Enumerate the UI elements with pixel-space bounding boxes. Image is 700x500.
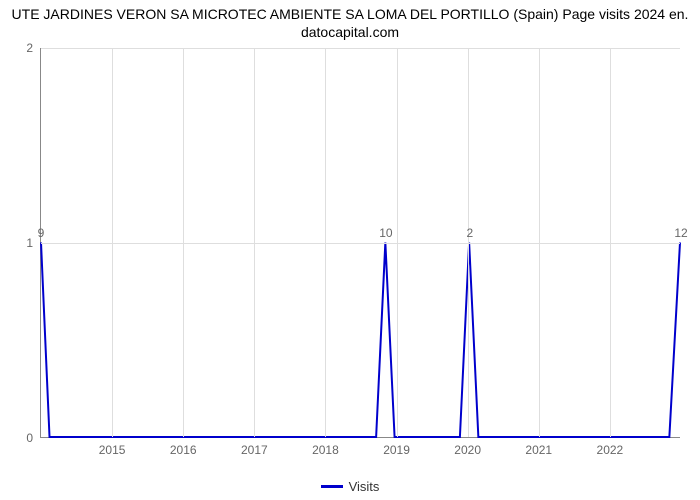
x-tick-label: 2021	[525, 437, 552, 457]
x-tick-label: 2016	[170, 437, 197, 457]
chart-title-line1: UTE JARDINES VERON SA MICROTEC AMBIENTE …	[12, 6, 689, 22]
x-tick-label: 2017	[241, 437, 268, 457]
visits-polyline	[41, 243, 680, 438]
legend: Visits	[0, 478, 700, 494]
gridline-v	[468, 48, 469, 437]
gridline-v	[610, 48, 611, 437]
data-point-label: 2	[466, 226, 473, 240]
gridline-v	[112, 48, 113, 437]
legend-swatch	[321, 485, 343, 488]
data-point-label: 10	[379, 226, 392, 240]
chart-title: UTE JARDINES VERON SA MICROTEC AMBIENTE …	[0, 6, 700, 41]
y-tick-label: 0	[26, 431, 41, 445]
gridline-h	[41, 243, 680, 244]
data-point-label: 12	[674, 226, 687, 240]
chart-title-line2: datocapital.com	[301, 24, 399, 40]
x-tick-label: 2020	[454, 437, 481, 457]
plot-area: 0122015201620172018201920202021202291021…	[40, 48, 680, 438]
gridline-v	[254, 48, 255, 437]
gridline-v	[183, 48, 184, 437]
gridline-v	[325, 48, 326, 437]
x-tick-label: 2018	[312, 437, 339, 457]
legend-label: Visits	[349, 479, 380, 494]
gridline-v	[539, 48, 540, 437]
gridline-h	[41, 48, 680, 49]
x-tick-label: 2015	[99, 437, 126, 457]
visits-chart: UTE JARDINES VERON SA MICROTEC AMBIENTE …	[0, 0, 700, 500]
x-tick-label: 2022	[597, 437, 624, 457]
gridline-v	[397, 48, 398, 437]
x-tick-label: 2019	[383, 437, 410, 457]
data-point-label: 9	[38, 226, 45, 240]
y-tick-label: 2	[26, 41, 41, 55]
